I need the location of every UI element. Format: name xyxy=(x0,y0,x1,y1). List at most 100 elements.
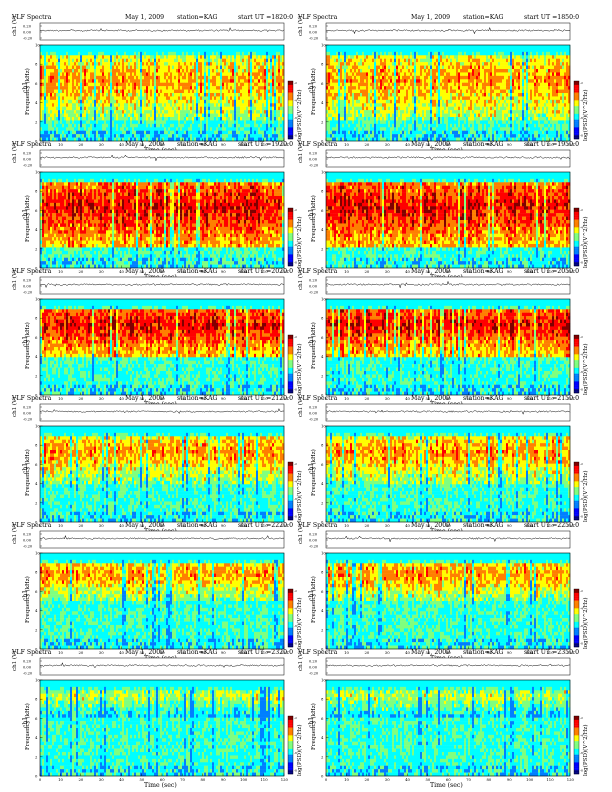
spectrogram-heatmap xyxy=(40,172,284,268)
waveform-frame xyxy=(326,531,570,548)
panel-date: May 1, 2009 xyxy=(411,141,450,148)
frequency-tick-label: 8 xyxy=(321,443,324,448)
frequency-tick-label: 6 xyxy=(35,208,38,213)
spectrogram-ylabel: Frequency (kHz) xyxy=(310,68,317,115)
spectrogram-ylabel: Frequency (kHz) xyxy=(310,576,317,623)
waveform-tick-label: 0.00 xyxy=(23,539,32,543)
frequency-tick-label: 8 xyxy=(35,570,38,575)
colorbar-label: log(PSD)(V^2/Hz) xyxy=(296,216,303,268)
waveform-frame xyxy=(40,23,284,40)
frequency-tick-label: 2 xyxy=(321,500,324,505)
colorbar xyxy=(288,208,293,266)
panel-start-time: start UT =1820:0 xyxy=(238,14,293,21)
panel-station: station=KAG xyxy=(463,141,504,148)
waveform-tick-label: 0.20 xyxy=(23,660,32,664)
time-tick-label: 10 xyxy=(344,523,349,528)
panel-1820-0: VLF Spectra May 1, 2009 station=KAG start U… xyxy=(11,14,303,154)
waveform-tick-label: 0.20 xyxy=(309,279,318,283)
panel-station: station=KAG xyxy=(177,141,218,148)
frequency-tick-label: 4 xyxy=(321,481,324,486)
colorbar-tick-label: -2 xyxy=(580,716,583,720)
panel-start-time: start UT =2220:0 xyxy=(238,522,293,529)
waveform-frame xyxy=(326,150,570,167)
panel-station: station=KAG xyxy=(177,522,218,529)
colorbar xyxy=(574,335,579,393)
panel-station: station=KAG xyxy=(463,268,504,275)
frequency-tick-label: 4 xyxy=(35,227,38,232)
waveform-tick-label: 0.20 xyxy=(23,25,32,29)
colorbar-label: log(PSD)(V^2/Hz) xyxy=(582,216,589,268)
frequency-tick-label: 6 xyxy=(35,81,38,86)
time-tick-label: 0 xyxy=(39,777,42,782)
time-tick-label: 40 xyxy=(405,650,410,655)
time-tick-label: 90 xyxy=(507,396,512,401)
spectrogram-ylabel: Frequency (kHz) xyxy=(24,68,31,115)
panel-start-time: start UT =1850:0 xyxy=(524,14,579,21)
panel-date: May 1, 2009 xyxy=(125,395,164,402)
waveform-tick-label: 0.00 xyxy=(23,285,32,289)
waveform-tick-label: -0.20 xyxy=(309,545,319,549)
colorbar-label: log(PSD)(V^2/Hz) xyxy=(582,597,589,649)
time-tick-label: 90 xyxy=(221,269,226,274)
time-tick-label: 120 xyxy=(281,777,289,782)
time-tick-label: 30 xyxy=(99,650,104,655)
frequency-tick-label: 10 xyxy=(35,170,40,175)
time-tick-label: 30 xyxy=(99,142,104,147)
time-tick-label: 40 xyxy=(405,777,410,782)
waveform-tick-label: 0.20 xyxy=(309,25,318,29)
spectrogram-ylabel: Frequency (kHz) xyxy=(24,576,31,623)
waveform-tick-label: 0.00 xyxy=(23,666,32,670)
waveform-ylabel: ch1 (V) xyxy=(11,16,18,36)
waveform-ylabel: ch1 (V) xyxy=(11,651,18,671)
time-tick-label: 0 xyxy=(325,777,328,782)
waveform-tick-label: 0.00 xyxy=(309,158,318,162)
time-tick-label: 20 xyxy=(78,269,83,274)
frequency-tick-label: 10 xyxy=(321,551,326,556)
time-tick-label: 40 xyxy=(405,523,410,528)
frequency-tick-label: 6 xyxy=(321,208,324,213)
time-tick-label: 40 xyxy=(119,523,124,528)
spectrogram-heatmap xyxy=(40,426,284,522)
frequency-tick-label: 2 xyxy=(321,627,324,632)
time-tick-label: 20 xyxy=(364,523,369,528)
frequency-tick-label: 2 xyxy=(35,754,38,759)
frequency-tick-label: 10 xyxy=(35,424,40,429)
frequency-tick-label: 2 xyxy=(35,627,38,632)
time-tick-label: 30 xyxy=(99,269,104,274)
waveform-tick-label: 0.20 xyxy=(309,660,318,664)
panel-2050-0: VLF Spectra May 1, 2009 station=KAG start U… xyxy=(297,268,589,408)
panel-1950-0: VLF Spectra May 1, 2009 station=KAG start U… xyxy=(297,141,589,281)
time-tick-label: 10 xyxy=(344,777,349,782)
spectrogram-ylabel: Frequency (kHz) xyxy=(24,322,31,369)
time-tick-label: 90 xyxy=(507,650,512,655)
colorbar-tick-label: -2 xyxy=(580,589,583,593)
panel-2220-0: VLF Spectra May 1, 2009 station=KAG start U… xyxy=(11,522,303,662)
waveform-ylabel: ch1 (V) xyxy=(11,270,18,290)
waveform-frame xyxy=(40,150,284,167)
waveform-frame xyxy=(40,277,284,294)
spectrogram-heatmap xyxy=(40,553,284,649)
colorbar-label: log(PSD)(V^2/Hz) xyxy=(296,724,303,776)
frequency-tick-label: 8 xyxy=(321,697,324,702)
spectrogram-ylabel: Frequency (kHz) xyxy=(310,703,317,750)
frequency-tick-label: 10 xyxy=(321,170,326,175)
waveform-tick-label: -0.20 xyxy=(23,672,33,676)
frequency-tick-label: 2 xyxy=(321,246,324,251)
frequency-tick-label: 8 xyxy=(321,62,324,67)
panel-2120-0: VLF Spectra May 1, 2009 station=KAG start U… xyxy=(11,395,303,535)
panel-2350-0: VLF Spectra May 1, 2009 station=KAG start U… xyxy=(297,649,589,789)
panel-start-time: start UT =2350:0 xyxy=(524,649,579,656)
spectrogram-ylabel: Frequency (kHz) xyxy=(310,322,317,369)
colorbar xyxy=(574,462,579,520)
colorbar-label: log(PSD)(V^2/Hz) xyxy=(296,470,303,522)
waveform-tick-label: -0.20 xyxy=(23,418,33,422)
waveform-tick-label: 0.20 xyxy=(23,279,32,283)
frequency-tick-label: 8 xyxy=(35,189,38,194)
waveform-ylabel: ch1 (V) xyxy=(297,270,304,290)
time-tick-label: 10 xyxy=(344,650,349,655)
time-tick-label: 90 xyxy=(507,142,512,147)
waveform-ylabel: ch1 (V) xyxy=(11,397,18,417)
colorbar xyxy=(574,589,579,647)
waveform-tick-label: 0.00 xyxy=(309,285,318,289)
time-tick-label: 100 xyxy=(526,777,534,782)
